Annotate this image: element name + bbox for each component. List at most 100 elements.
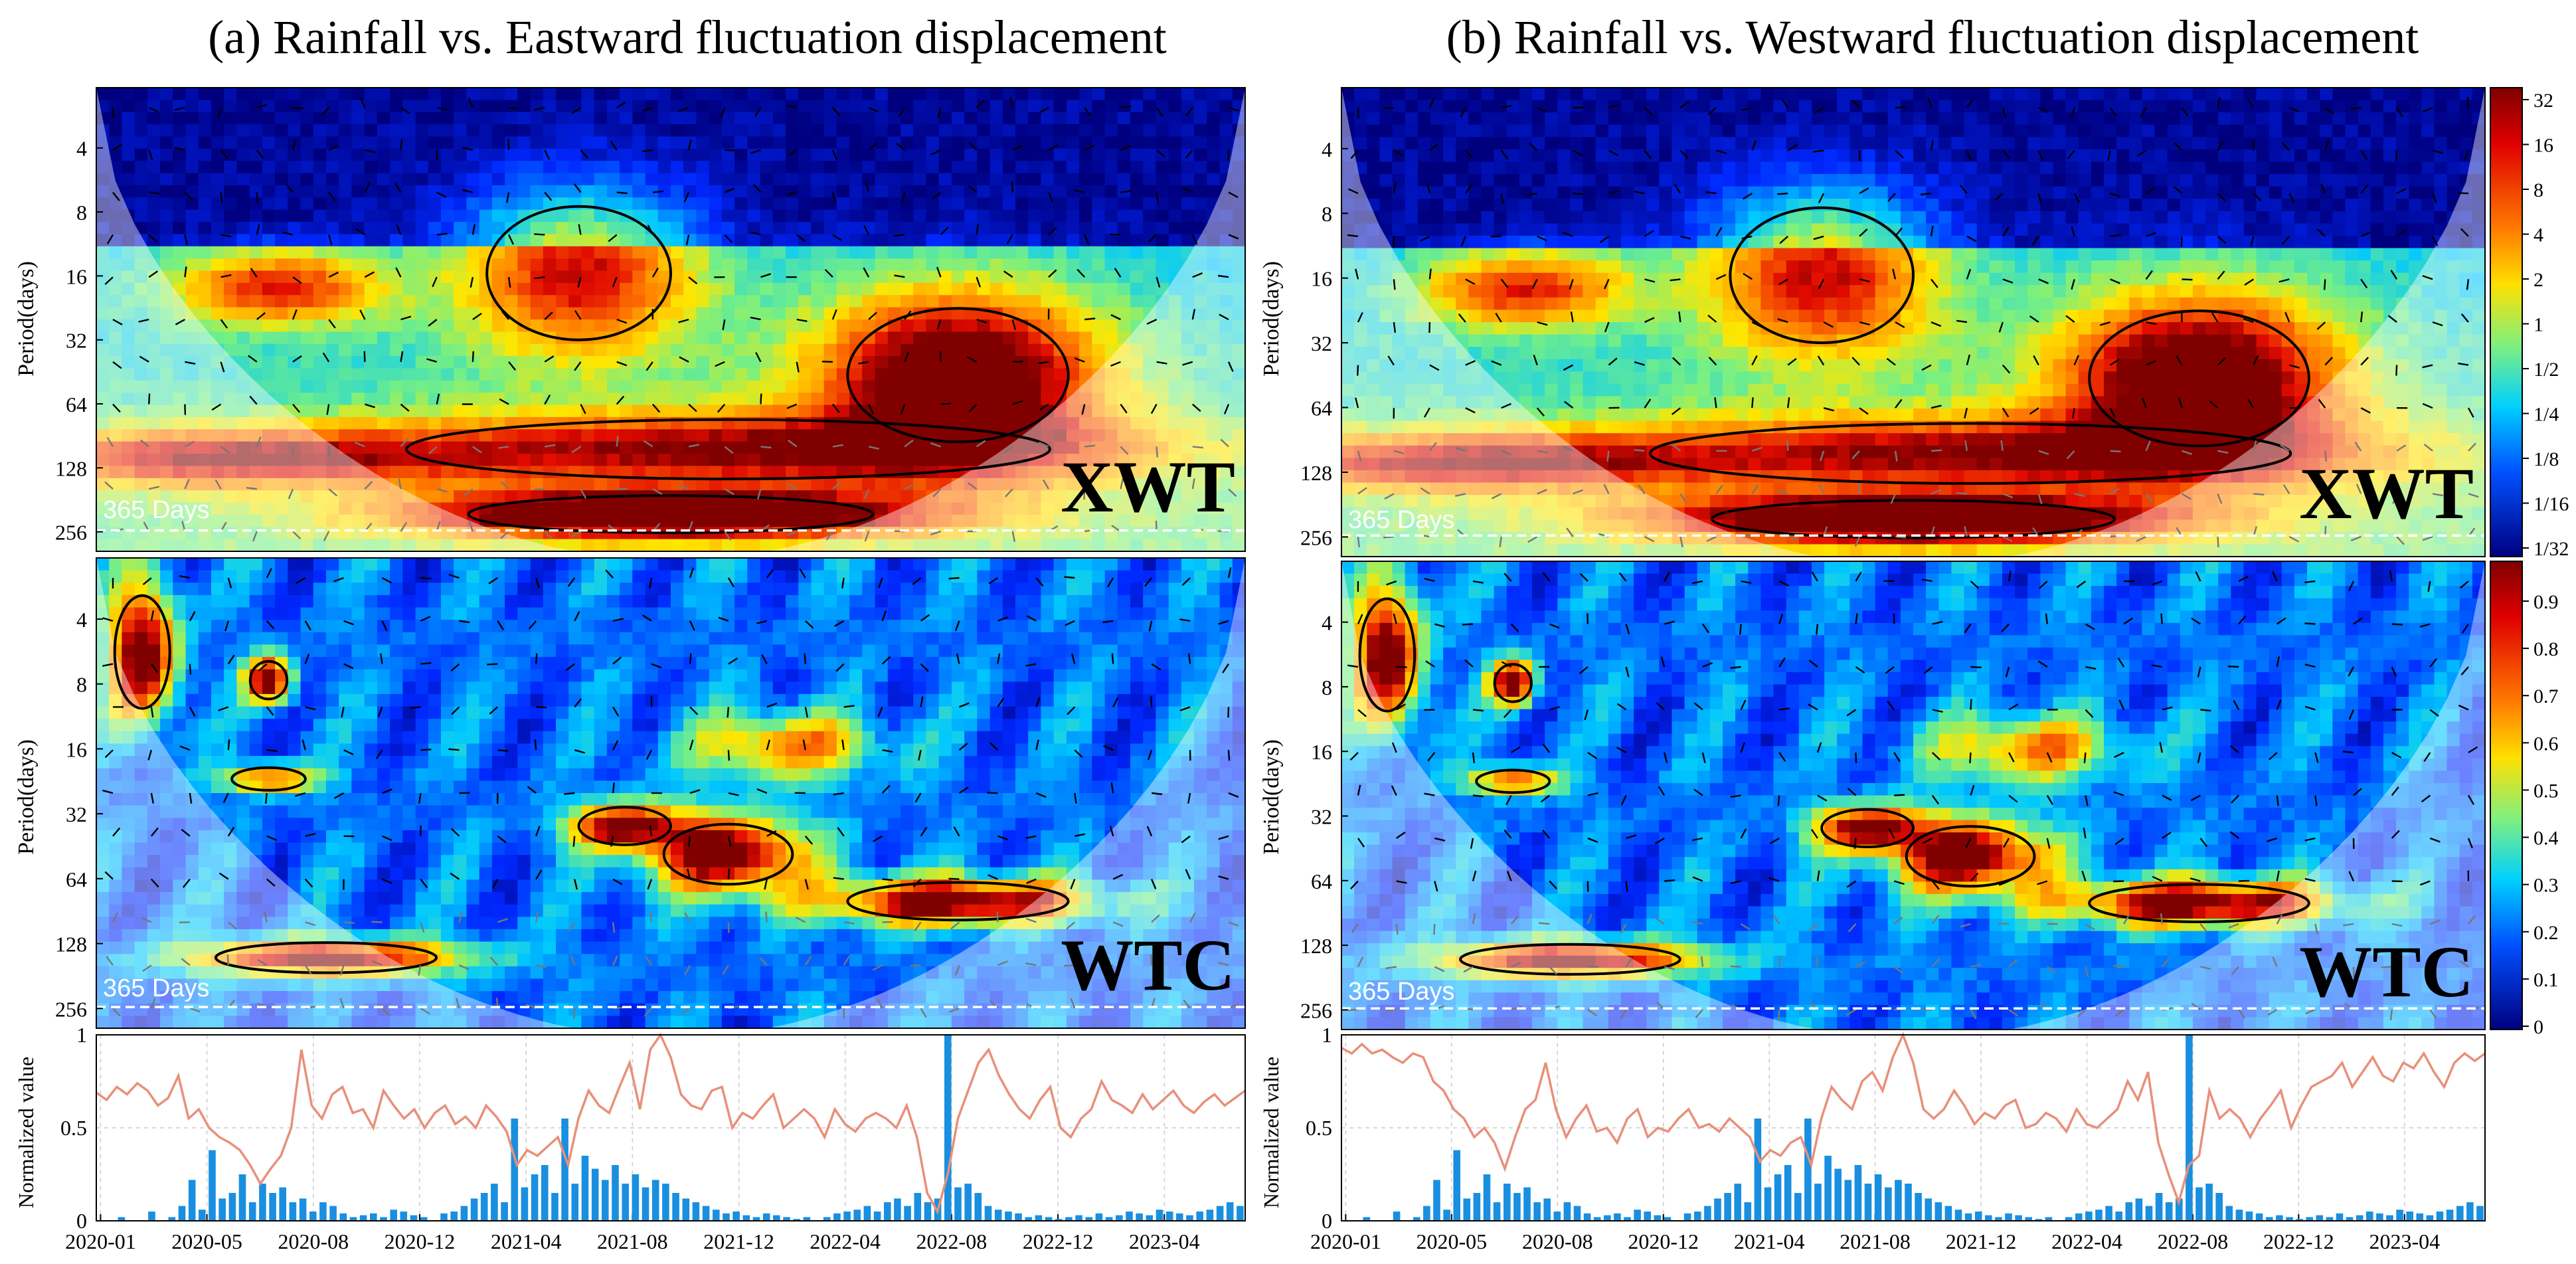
heatmap-cell — [1066, 282, 1080, 296]
heatmap-cell — [390, 693, 403, 707]
heatmap-cell — [351, 270, 365, 284]
heatmap-cell — [696, 607, 710, 620]
heatmap-cell — [913, 620, 926, 633]
heatmap-cell — [760, 173, 774, 186]
heatmap-cell — [275, 112, 288, 125]
heatmap-cell — [275, 405, 288, 418]
heatmap-cell — [390, 185, 403, 198]
heatmap-cell — [1156, 173, 1169, 186]
heatmap-cell — [390, 583, 403, 596]
heatmap-cell — [441, 343, 454, 357]
heatmap-cell — [441, 583, 454, 596]
heatmap-cell — [160, 719, 173, 732]
heatmap-cell — [1194, 161, 1207, 174]
heatmap-cell — [300, 148, 314, 161]
heatmap-cell — [530, 270, 544, 284]
heatmap-cell — [964, 594, 978, 608]
heatmap-cell — [249, 295, 263, 308]
heatmap-cell — [1066, 161, 1080, 174]
heatmap-cell — [198, 380, 212, 393]
heatmap-cell — [441, 331, 454, 345]
heatmap-cell — [390, 570, 403, 583]
heatmap-cell — [364, 681, 378, 695]
heatmap-cell — [1194, 112, 1207, 125]
heatmap-cell — [556, 620, 569, 633]
heatmap-cell — [236, 209, 250, 223]
heatmap-cell — [1053, 429, 1067, 442]
heatmap-cell — [543, 441, 557, 454]
heatmap-cell — [747, 173, 761, 186]
heatmap-cell — [1194, 209, 1207, 223]
heatmap-cell — [454, 368, 467, 381]
heatmap-cell — [581, 607, 595, 620]
heatmap-cell — [339, 583, 352, 596]
heatmap-cell — [300, 594, 314, 608]
heatmap-cell — [1143, 669, 1156, 682]
heatmap-cell — [1117, 681, 1131, 695]
heatmap-cell — [709, 185, 723, 198]
heatmap-cell — [1168, 100, 1182, 113]
heatmap-cell — [594, 632, 608, 645]
heatmap-cell — [313, 669, 327, 682]
heatmap-cell — [989, 416, 1003, 430]
heatmap-cell — [811, 632, 825, 645]
heatmap-cell — [964, 270, 978, 284]
heatmap-cell — [479, 693, 493, 707]
heatmap-cell — [517, 234, 531, 247]
heatmap-cell — [1002, 270, 1016, 284]
heatmap-cell — [1194, 246, 1207, 259]
heatmap-cell — [1181, 607, 1195, 620]
heatmap-cell — [1181, 161, 1195, 174]
heatmap-cell — [989, 632, 1003, 645]
heatmap-cell — [1207, 620, 1221, 633]
heatmap-cell — [364, 197, 378, 211]
heatmap-cell — [505, 185, 518, 198]
heatmap-cell — [1143, 148, 1156, 161]
heatmap-cell — [160, 441, 173, 454]
heatmap-cell — [1143, 307, 1156, 320]
heatmap-cell — [1079, 693, 1092, 707]
heatmap-cell — [1053, 380, 1067, 393]
heatmap-cell — [887, 161, 901, 174]
heatmap-cell — [594, 539, 608, 552]
heatmap-cell — [606, 368, 620, 381]
heatmap-cell — [901, 124, 914, 137]
heatmap-cell — [1168, 209, 1182, 223]
heatmap-cell — [428, 343, 442, 357]
heatmap-cell — [938, 319, 952, 332]
heatmap-cell — [657, 429, 671, 442]
heatmap-cell — [772, 380, 786, 393]
heatmap-cell — [390, 620, 403, 633]
heatmap-cell — [313, 173, 327, 186]
heatmap-cell — [568, 558, 582, 571]
heatmap-cell — [262, 258, 276, 272]
heatmap-cell — [185, 234, 199, 247]
heatmap-cell — [620, 693, 633, 707]
heatmap-cell — [1079, 112, 1092, 125]
heatmap-cell — [1092, 282, 1106, 296]
heatmap-cell — [1168, 706, 1182, 719]
heatmap-cell — [657, 441, 671, 454]
heatmap-cell — [441, 368, 454, 381]
heatmap-cell — [173, 416, 187, 430]
heatmap-cell — [300, 161, 314, 174]
heatmap-cell — [1181, 246, 1195, 259]
heatmap-cell — [926, 405, 940, 418]
heatmap-cell — [1092, 173, 1106, 186]
heatmap-cell — [747, 454, 761, 467]
heatmap-cell — [977, 380, 991, 393]
heatmap-cell — [938, 368, 952, 381]
heatmap-cell — [811, 185, 825, 198]
heatmap-cell — [772, 88, 786, 100]
heatmap-cell — [505, 161, 518, 174]
heatmap-cell — [657, 380, 671, 393]
heatmap-cell — [645, 197, 659, 211]
heatmap-cell — [1066, 693, 1080, 707]
heatmap-cell — [262, 429, 276, 442]
heatmap-cell — [1079, 570, 1092, 583]
heatmap-cell — [517, 185, 531, 198]
heatmap-cell — [606, 124, 620, 137]
heatmap-cell — [620, 441, 633, 454]
heatmap-cell — [122, 632, 135, 645]
heatmap-cell — [466, 88, 480, 100]
